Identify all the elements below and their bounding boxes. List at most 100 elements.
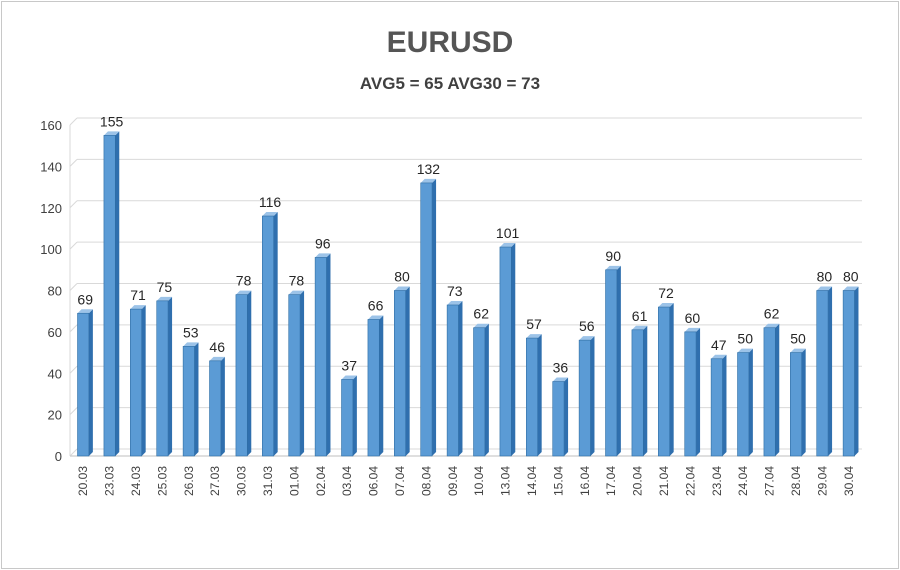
data-label: 71	[130, 287, 146, 303]
bar-side	[748, 348, 753, 456]
x-tick-label: 20.03	[76, 466, 90, 496]
bar	[710, 358, 723, 457]
bar	[235, 294, 248, 457]
data-label: 73	[447, 283, 463, 299]
bar	[182, 346, 195, 457]
data-label: 116	[259, 194, 282, 210]
x-tick-label: 24.04	[736, 466, 750, 496]
x-tick-label: 06.04	[367, 466, 381, 496]
data-label: 80	[394, 269, 410, 285]
x-tick-label: 10.04	[472, 466, 486, 496]
bar-top	[737, 348, 753, 353]
gridlines	[69, 117, 862, 457]
bar-side	[432, 178, 437, 457]
x-tick-label: 16.04	[578, 466, 592, 496]
bar-top	[209, 356, 225, 361]
data-label: 155	[100, 113, 124, 129]
data-label: 69	[77, 291, 93, 307]
data-label: 46	[209, 339, 225, 355]
data-label: 36	[553, 360, 569, 376]
bar-side	[564, 377, 569, 456]
y-tick-label: 40	[48, 366, 62, 381]
data-label: 78	[236, 273, 252, 289]
bar-side	[300, 290, 305, 456]
x-tick-label: 13.04	[499, 466, 513, 496]
bar	[130, 308, 142, 457]
bar-top	[658, 303, 674, 308]
bar-side	[511, 243, 516, 456]
bar	[526, 337, 538, 457]
data-label: 80	[843, 269, 859, 285]
x-tick-label: 09.04	[446, 466, 460, 496]
bar-side	[88, 309, 93, 456]
y-tick-label: 160	[40, 118, 62, 133]
gridline-connector	[69, 200, 78, 209]
x-tick-label: 14.04	[525, 466, 539, 496]
x-tick-label: 30.03	[235, 466, 249, 496]
x-tick-label: 23.03	[103, 466, 117, 496]
bar-top	[183, 342, 199, 347]
data-label: 101	[496, 225, 520, 241]
data-label: 78	[289, 273, 305, 289]
bar-top	[394, 286, 410, 291]
x-tick-label: 22.04	[683, 466, 697, 496]
bar-side	[775, 323, 780, 456]
data-label: 60	[685, 310, 701, 326]
bar-top	[684, 327, 701, 332]
chart-subtitle: AVG5 = 65 AVG30 = 73	[359, 74, 541, 93]
bar-side	[352, 375, 357, 456]
bar	[209, 360, 222, 457]
y-tick-label: 140	[40, 159, 62, 174]
bar-side	[115, 131, 120, 456]
x-tick-label: 01.04	[287, 466, 301, 496]
bar	[446, 304, 459, 457]
bar-side	[194, 342, 199, 456]
bar-top	[447, 300, 463, 305]
chart-title: EURUSD	[386, 26, 514, 59]
bar-top	[763, 323, 780, 328]
data-label: 96	[315, 235, 331, 251]
y-tick-label: 20	[48, 408, 62, 423]
bar-side	[643, 325, 648, 456]
data-label: 75	[157, 279, 173, 295]
bar-top	[235, 290, 252, 295]
bar	[314, 257, 327, 457]
x-tick-label: 27.03	[208, 466, 222, 496]
gridline-connector	[69, 324, 78, 333]
bar-top	[816, 286, 833, 291]
y-tick-label: 60	[48, 325, 62, 340]
x-tick-label: 31.03	[261, 466, 275, 496]
bars	[77, 131, 859, 457]
bar-side	[379, 315, 384, 456]
bar-side	[696, 327, 701, 456]
bar-side	[458, 300, 463, 456]
bar-top	[420, 178, 437, 183]
bar-top	[473, 323, 489, 328]
bar	[605, 269, 618, 457]
data-label: 132	[417, 161, 441, 177]
data-labels: 69 155 71 75 53 46 78 116 78 96 37 66 80 132 73 62 101 57…	[77, 113, 858, 375]
bar-side	[141, 305, 146, 456]
bar-top	[341, 375, 357, 380]
x-tick-label: 30.04	[842, 466, 856, 496]
x-tick-label: 24.03	[129, 466, 143, 496]
bar-side	[326, 253, 331, 456]
bar	[288, 294, 301, 457]
bar-top	[367, 315, 384, 320]
bar	[658, 306, 670, 457]
bar-side	[273, 212, 278, 456]
bar-top	[130, 305, 146, 310]
bar-top	[103, 131, 120, 136]
bar-side	[669, 303, 674, 456]
bar	[262, 215, 274, 457]
data-label: 56	[579, 318, 595, 334]
x-tick-label: 26.03	[182, 466, 196, 496]
bar	[103, 135, 116, 457]
bar-side	[854, 286, 859, 456]
bar-top	[711, 354, 727, 359]
data-label: 50	[790, 331, 806, 347]
bar	[156, 300, 169, 457]
bar-top	[526, 334, 542, 339]
